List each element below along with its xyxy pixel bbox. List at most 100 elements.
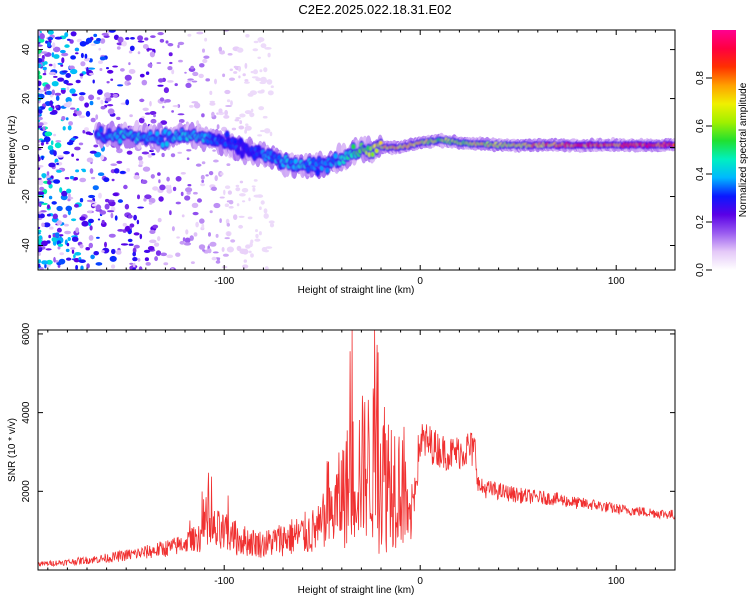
noise-blob [142,44,149,49]
noise-blob [38,87,41,91]
noise-blob [177,104,181,108]
noise-blob [259,69,263,73]
noise-blob [226,163,231,167]
noise-blob [245,244,251,249]
noise-blob [221,126,228,132]
ridge-peak [351,144,356,150]
noise-blob [167,80,174,83]
noise-blob [243,259,247,263]
noise-blob [198,73,204,79]
noise-blob [223,189,226,196]
noise-blob [253,179,258,182]
noise-blob [96,38,101,42]
noise-blob [213,159,219,163]
noise-blob [190,261,195,264]
noise-blob [191,80,198,83]
noise-blob [69,175,75,180]
noise-blob [100,38,106,44]
noise-blob [167,66,173,71]
noise-blob [244,81,250,84]
noise-blob [38,229,42,233]
noise-blob [132,251,136,257]
noise-blob [149,100,152,107]
noise-blob [81,220,89,227]
noise-blob [233,214,238,221]
noise-blob [110,212,114,219]
noise-blob [264,128,271,134]
noise-blob [38,49,42,54]
noise-blob [42,126,46,131]
noise-blob [98,47,101,51]
noise-blob [144,257,149,262]
noise-blob [84,102,89,108]
noise-blob [143,249,151,253]
noise-blob [141,79,148,86]
noise-blob [239,113,246,118]
noise-blob [250,253,254,258]
noise-blob [38,263,41,268]
noise-blob [193,232,198,237]
spectrogram-x-axis-label: Height of straight line (km) [298,285,415,296]
noise-blob [63,103,68,108]
y-tick-label: 4000 [21,401,32,424]
noise-blob [245,123,249,126]
noise-blob [257,134,262,137]
x-tick-label: -100 [214,276,234,287]
noise-blob [80,52,84,59]
noise-blob [251,76,259,79]
background-noise-blobs [38,30,275,270]
noise-blob [100,99,104,105]
spectrogram-panel: -100 0 100 -40 -20 0 20 40 Height of straight l… [7,29,676,296]
colorbar-label: Normalized spectral amplitude [738,82,749,217]
noise-blob [258,231,262,236]
noise-blob [47,204,50,209]
noise-blob [163,262,169,266]
noise-blob [170,153,176,158]
noise-blob [191,202,199,208]
noise-blob [209,210,213,214]
noise-blob [42,72,47,76]
noise-blob [50,140,54,146]
noise-blob [78,142,84,146]
noise-blob [248,250,252,254]
noise-blob [199,218,205,224]
noise-blob [214,78,217,85]
x-tick-label: -100 [214,576,234,587]
noise-blob [43,222,51,228]
y-tick-label: 6000 [21,322,32,345]
noise-blob [149,111,157,115]
ridge-peak [98,127,103,133]
noise-blob [99,68,103,71]
noise-blob [66,257,72,261]
ridge-peak [333,153,338,159]
noise-blob [157,172,161,176]
noise-blob [128,50,133,54]
noise-blob [42,66,47,71]
noise-blob [185,82,192,88]
noise-blob [139,98,145,102]
noise-blob [62,214,68,219]
noise-blob [57,246,61,250]
noise-blob [225,105,232,107]
noise-blob [89,100,94,106]
noise-blob [239,180,244,184]
noise-blob [88,194,96,199]
noise-blob [97,89,103,95]
noise-blob [61,57,65,64]
noise-blob [59,252,64,256]
noise-blob [54,92,62,96]
noise-blob [201,161,206,165]
noise-blob [263,67,268,73]
noise-blob [65,73,71,78]
ridge-peak [240,151,245,158]
noise-blob [215,233,219,238]
noise-blob [38,217,42,221]
noise-blob [249,112,255,118]
noise-blob [107,69,114,74]
noise-blob [98,192,102,199]
noise-blob [53,75,58,78]
noise-blob [55,105,59,109]
noise-blob [202,249,206,252]
noise-blob [38,139,41,143]
noise-blob [53,133,57,137]
